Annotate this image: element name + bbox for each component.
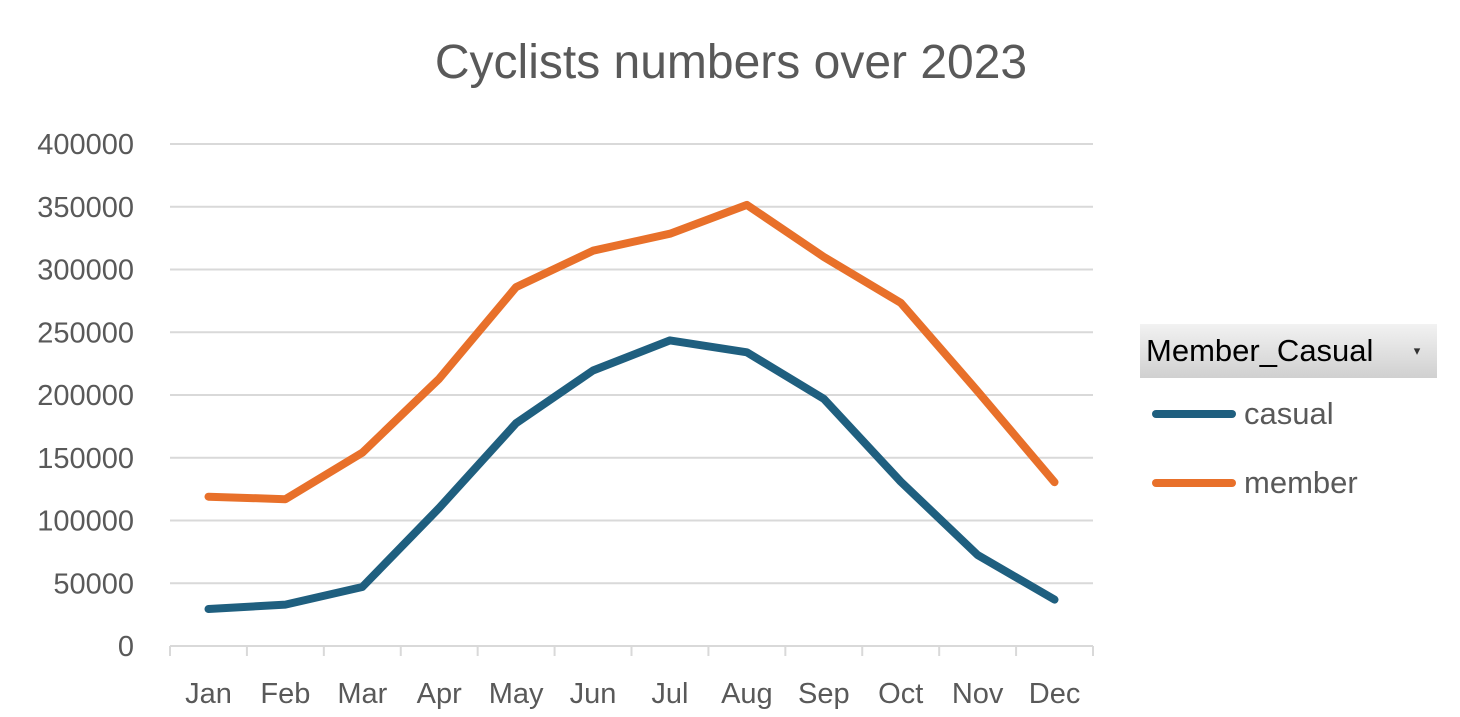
y-tick-label: 150000 [37, 443, 134, 475]
y-tick-label: 100000 [37, 506, 134, 538]
legend-field-label: Member_Casual [1146, 333, 1374, 368]
data-point-casual [592, 370, 594, 372]
x-tick-label: Aug [721, 678, 773, 710]
chart-title: Cyclists numbers over 2023 [435, 36, 1027, 89]
x-tick-label: Jun [570, 678, 617, 710]
series-line-casual [204, 336, 1059, 613]
data-point-casual [823, 398, 825, 400]
legend-filter-button[interactable]: Member_Casual ▾ [1140, 324, 1437, 378]
y-tick-label: 250000 [37, 317, 134, 349]
legend-item-casual: casual [1152, 394, 1334, 434]
data-point-casual [438, 507, 440, 509]
data-point-member [592, 250, 594, 252]
data-point-member [438, 378, 440, 380]
x-tick-label: Apr [417, 678, 462, 710]
data-point-member [977, 390, 979, 392]
x-tick-label: Jul [651, 678, 688, 710]
data-point-member [669, 233, 671, 235]
y-tick-label: 200000 [37, 380, 134, 412]
data-point-member [823, 256, 825, 258]
data-point-casual [361, 586, 363, 588]
x-tick-label: Sep [798, 678, 850, 710]
gridlines [170, 143, 1093, 585]
x-tick-label: Dec [1029, 678, 1081, 710]
y-axis-ticks: 0 50000 100000 150000 200000 250000 300000 3500… [37, 129, 134, 663]
data-point-member [207, 496, 209, 498]
data-point-member [1054, 481, 1056, 483]
x-axis: Jan Feb Mar Apr May Jun Jul Aug Sep Oct Nov Dec [169, 645, 1094, 710]
series-line-member [204, 200, 1059, 504]
x-tick-label: Mar [337, 678, 387, 710]
y-tick-label: 400000 [37, 129, 134, 161]
data-point-casual [669, 339, 671, 341]
y-tick-label: 300000 [37, 255, 134, 287]
legend-swatch [1152, 479, 1236, 487]
y-tick-label: 350000 [37, 192, 134, 224]
x-tick-label: Jan [185, 678, 232, 710]
x-tick-label: Nov [952, 678, 1004, 710]
data-point-member [361, 452, 363, 454]
legend-item-member: member [1152, 463, 1358, 503]
x-tick-label: May [489, 678, 544, 710]
data-point-casual [1054, 599, 1056, 601]
dropdown-arrow-icon: ▾ [1413, 343, 1421, 358]
y-tick-label: 0 [118, 631, 134, 663]
x-tick-label: Feb [260, 678, 310, 710]
data-point-member [515, 286, 517, 288]
data-point-member [284, 498, 286, 500]
data-point-casual [977, 554, 979, 556]
data-point-casual [746, 351, 748, 353]
data-point-casual [284, 604, 286, 606]
data-point-casual [207, 608, 209, 610]
data-point-casual [515, 422, 517, 424]
x-tick-label: Oct [878, 678, 923, 710]
series-lines [204, 200, 1059, 613]
legend-label: casual [1244, 396, 1334, 431]
y-tick-label: 50000 [53, 568, 134, 600]
data-point-member [746, 204, 748, 206]
data-point-casual [900, 481, 902, 483]
data-point-member [900, 302, 902, 304]
legend-label: member [1244, 465, 1358, 500]
legend-swatch [1152, 410, 1236, 418]
